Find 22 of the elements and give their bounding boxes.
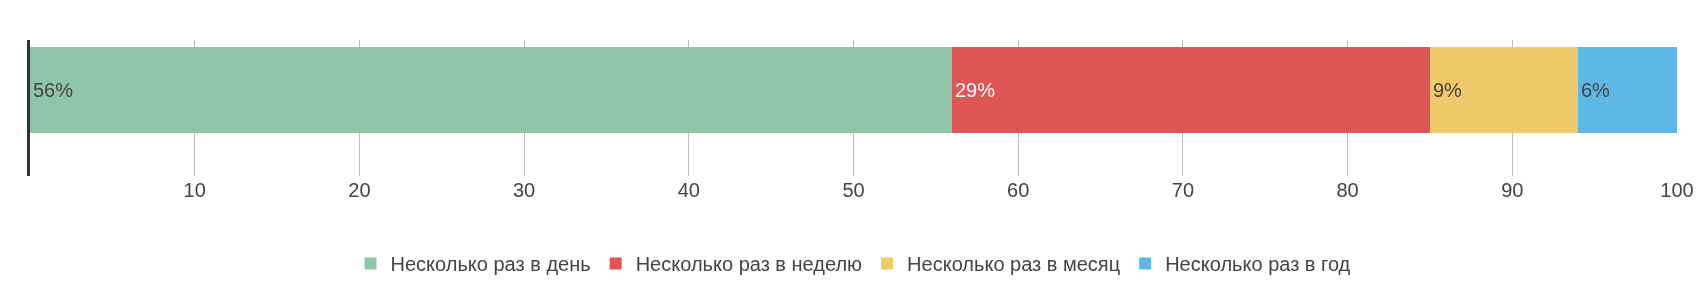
- x-tick-label: 100: [1660, 179, 1694, 201]
- x-tick-label: 80: [1336, 179, 1359, 201]
- x-tick-label: 40: [677, 179, 700, 201]
- x-tick-label: 70: [1171, 179, 1195, 201]
- x-tick-label: 10: [183, 179, 206, 201]
- data-label: 6%: [1581, 79, 1611, 101]
- legend-label: Несколько раз в неделю: [635, 253, 863, 276]
- legend-label: Несколько раз в день: [390, 253, 591, 276]
- data-label: 9%: [1433, 79, 1463, 101]
- bar: [1578, 47, 1677, 133]
- data-label: 56%: [33, 79, 74, 101]
- x-tick-label: 60: [1007, 179, 1030, 201]
- x-tick-label: 30: [512, 179, 536, 201]
- x-tick-label: 90: [1501, 179, 1524, 201]
- data-label: 29%: [955, 79, 996, 101]
- x-tick-label: 20: [348, 179, 371, 201]
- bar: [952, 47, 1430, 133]
- legend-label: Несколько раз в год: [1165, 253, 1351, 276]
- bar: [1430, 47, 1578, 133]
- bar: [30, 47, 952, 133]
- x-tick-label: 50: [842, 179, 865, 201]
- legend-label: Несколько раз в месяц: [907, 253, 1121, 276]
